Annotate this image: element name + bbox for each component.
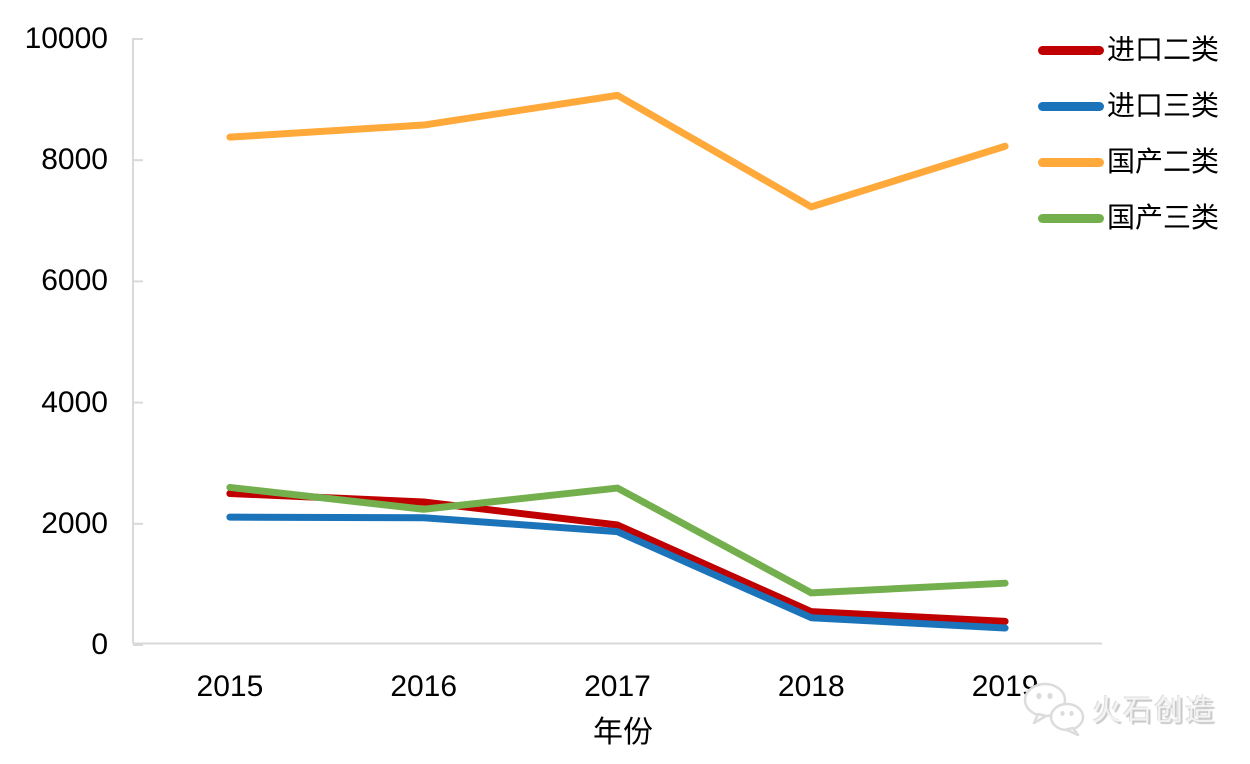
y-tick-label: 0	[91, 628, 108, 661]
series-line-import-class-3	[226, 513, 1009, 632]
legend-label: 进口三类	[1107, 90, 1220, 121]
watermark-text: 火石创造	[1092, 695, 1217, 727]
legend-label: 进口二类	[1107, 34, 1220, 65]
series-line-domestic-class-3	[226, 483, 1009, 597]
y-tick-label: 2000	[41, 506, 108, 540]
legend-swatch	[1038, 213, 1104, 223]
wechat-icon	[1023, 682, 1085, 736]
chart-legend: 进口二类进口三类国产二类国产三类	[1038, 36, 1219, 260]
legend-swatch	[1038, 45, 1104, 55]
y-tick-label: 6000	[41, 264, 108, 298]
y-tick-label: 4000	[41, 385, 108, 419]
x-tick-label: 2018	[777, 670, 845, 703]
x-tick-label: 2016	[390, 670, 458, 703]
series-line-domestic-class-2	[226, 91, 1009, 211]
legend-item-import-class-2: 进口二类	[1038, 36, 1219, 64]
x-axis-title: 年份	[593, 716, 653, 749]
legend-item-import-class-3: 进口三类	[1038, 92, 1219, 120]
series-line-import-class-2	[226, 490, 1009, 625]
legend-swatch	[1038, 101, 1104, 111]
legend-item-domestic-class-3: 国产三类	[1038, 204, 1219, 232]
y-tick-label: 10000	[24, 22, 108, 55]
x-tick-label: 2017	[584, 670, 651, 703]
legend-item-domestic-class-2: 国产二类	[1038, 148, 1219, 176]
y-tick-label: 8000	[41, 143, 108, 177]
watermark: 火石创造	[1022, 680, 1216, 736]
legend-label: 国产二类	[1107, 146, 1220, 177]
x-tick-label: 2015	[196, 670, 264, 703]
legend-label: 国产三类	[1107, 202, 1220, 233]
legend-swatch	[1038, 157, 1104, 167]
